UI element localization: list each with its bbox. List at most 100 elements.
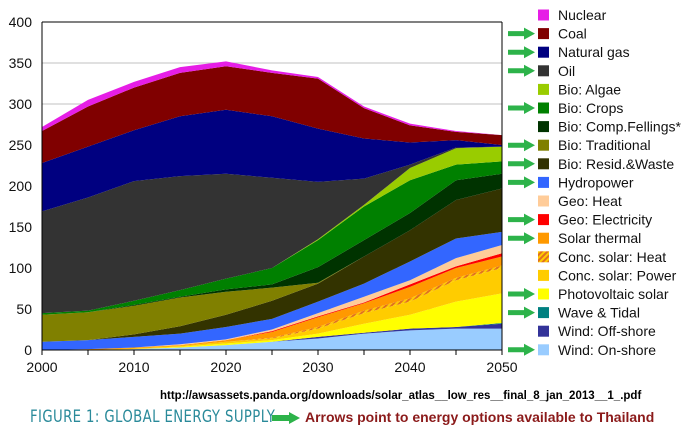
legend-item: Solar thermal	[508, 230, 641, 246]
y-tick-label: 0	[24, 342, 32, 358]
legend-label: Hydropower	[558, 174, 634, 190]
legend-swatch	[538, 288, 549, 300]
legend-item: Conc. solar: Power	[538, 267, 677, 283]
y-tick-label: 100	[9, 260, 33, 276]
legend-swatch	[538, 307, 549, 319]
green-arrow-icon	[272, 412, 300, 424]
legend-label: Natural gas	[558, 44, 630, 60]
legend-swatch	[538, 214, 549, 226]
x-tick-label: 2040	[394, 359, 425, 375]
legend-item: Wave & Tidal	[508, 305, 640, 321]
legend-label: Coal	[558, 26, 587, 42]
y-tick-label: 350	[9, 55, 33, 71]
green-arrow-icon	[508, 46, 535, 59]
legend-label: Oil	[558, 63, 575, 79]
legend-item: Nuclear	[538, 7, 607, 23]
figure-title: FIGURE 1: GLOBAL ENERGY SUPPLY	[30, 407, 276, 427]
legend-label: Conc. solar: Heat	[558, 249, 666, 265]
legend-item: Bio: Crops	[508, 100, 623, 116]
legend-label: Geo: Heat	[558, 193, 622, 209]
arrow-note: Arrows point to energy options available…	[305, 409, 655, 425]
y-tick-label: 300	[9, 96, 33, 112]
area-bio-comp-fellings-	[42, 173, 502, 315]
legend-swatch	[538, 232, 549, 244]
green-arrow-icon	[508, 343, 535, 356]
green-arrow-icon	[508, 232, 535, 245]
legend-item: Wind: Off-shore	[538, 323, 656, 339]
green-arrow-icon	[508, 306, 535, 319]
area-natural-gas	[42, 109, 502, 212]
green-arrow-icon	[508, 64, 535, 77]
legend-label: Photovoltaic solar	[558, 286, 669, 302]
y-tick-label: 150	[9, 219, 33, 235]
legend-swatch	[538, 46, 549, 58]
area-oil	[42, 146, 502, 314]
legend-label: Bio: Traditional	[558, 137, 651, 153]
legend-swatch	[538, 158, 549, 170]
legend-item: Bio: Traditional	[508, 137, 651, 153]
legend-item: Wind: On-shore	[508, 342, 656, 358]
area-bio-traditional	[42, 188, 502, 342]
area-nuclear	[42, 61, 502, 136]
area-wind-on-shore	[42, 328, 502, 350]
legend-label: Bio: Resid.&Waste	[558, 156, 674, 172]
area-photovoltaic-solar	[42, 293, 502, 350]
legend-item: Bio: Resid.&Waste	[508, 156, 674, 172]
legend-item: Geo: Heat	[538, 193, 622, 209]
legend-label: Geo: Electricity	[558, 212, 652, 228]
y-tick-label: 400	[9, 14, 33, 30]
legend-item: Conc. solar: Heat	[538, 249, 666, 265]
legend-label: Nuclear	[558, 7, 607, 23]
legend-label: Wind: On-shore	[558, 342, 656, 358]
legend-swatch	[538, 121, 549, 133]
x-tick-label: 2020	[210, 359, 241, 375]
legend-item: Hydropower	[508, 174, 634, 190]
legend-swatch	[538, 269, 549, 281]
y-tick-label: 50	[16, 301, 32, 317]
legend-swatch	[538, 176, 549, 188]
legend-swatch	[538, 102, 549, 114]
legend-item: Bio: Comp.Fellings*	[538, 119, 681, 135]
legend-item: Photovoltaic solar	[508, 286, 669, 302]
x-tick-label: 2050	[486, 359, 517, 375]
legend-label: Solar thermal	[558, 230, 641, 246]
area-coal	[42, 66, 502, 164]
area-bio-resid-waste	[42, 188, 502, 342]
legend-label: Bio: Crops	[558, 100, 623, 116]
green-arrow-icon	[508, 27, 535, 40]
area-conc-solar-power	[42, 268, 502, 350]
legend-item: Coal	[508, 26, 587, 42]
legend-item: Oil	[508, 63, 575, 79]
x-tick-label: 2000	[26, 359, 57, 375]
green-arrow-icon	[508, 157, 535, 170]
legend-swatch	[538, 344, 549, 356]
green-arrow-icon	[508, 213, 535, 226]
legend-swatch	[538, 65, 549, 77]
x-tick-label: 2030	[302, 359, 333, 375]
green-arrow-icon	[508, 176, 535, 189]
area-bio-algae	[42, 146, 502, 314]
x-tick-label: 2010	[118, 359, 149, 375]
legend-label: Wave & Tidal	[558, 305, 640, 321]
legend-item: Bio: Algae	[538, 81, 621, 97]
y-tick-label: 250	[9, 137, 33, 153]
legend-label: Bio: Comp.Fellings*	[558, 119, 681, 135]
legend-swatch	[538, 83, 549, 95]
area-bio-crops	[42, 161, 502, 315]
green-arrow-icon	[508, 288, 535, 300]
green-arrow-icon	[508, 102, 535, 114]
legend-label: Wind: Off-shore	[558, 323, 656, 339]
legend-swatch	[538, 251, 549, 263]
legend-label: Bio: Algae	[558, 81, 621, 97]
legend-swatch	[538, 195, 549, 207]
legend-swatch	[538, 9, 549, 21]
legend-swatch	[538, 139, 549, 151]
legend-item: Geo: Electricity	[508, 212, 652, 228]
green-arrow-icon	[508, 139, 535, 152]
stacked-area-chart: 0 50 100 150 200 250 300 350 400 2000 2010 2020 2030…	[9, 7, 682, 375]
legend-swatch	[538, 325, 549, 337]
y-tick-label: 200	[9, 178, 33, 194]
legend-swatch	[538, 28, 549, 40]
source-url: http://awsassets.panda.org/downloads/sol…	[160, 390, 642, 402]
area-hydropower	[42, 231, 502, 350]
